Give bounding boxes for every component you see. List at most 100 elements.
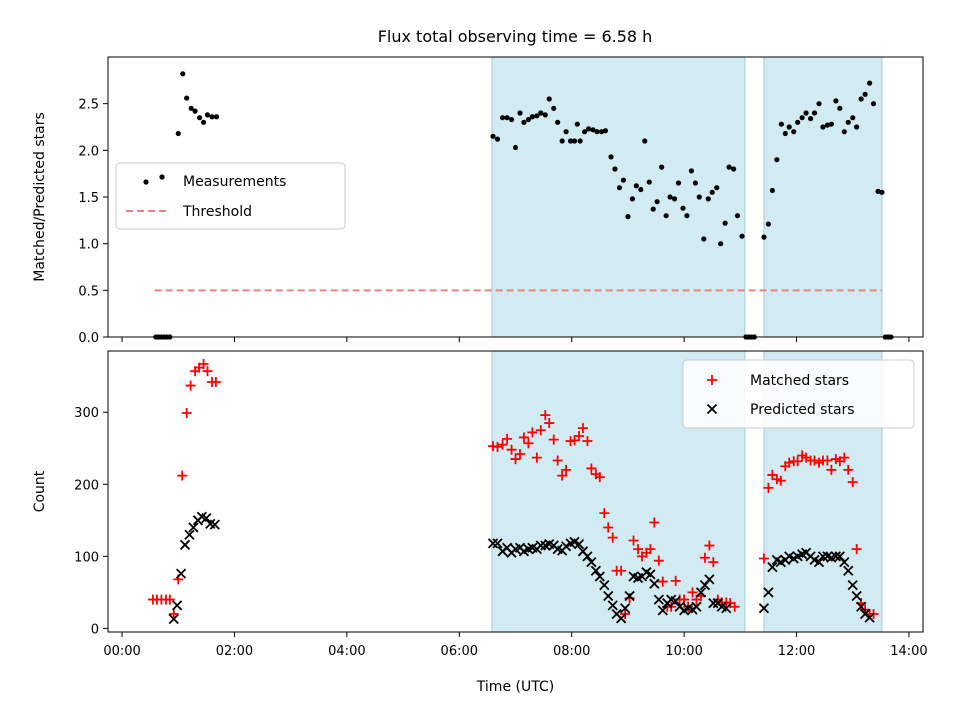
predicted-star-point <box>695 587 707 598</box>
matched-star-point <box>822 455 833 466</box>
measurement-point <box>786 124 792 130</box>
matched-star-point <box>784 457 795 468</box>
matched-star-point <box>577 423 588 434</box>
matched-star-point <box>687 587 698 598</box>
measurement-point <box>845 119 851 125</box>
measurement-point <box>629 196 636 202</box>
matched-star-point <box>540 410 551 421</box>
measurement-point <box>499 115 506 121</box>
measurement-point <box>559 138 565 144</box>
matched-star-point <box>839 452 850 463</box>
series-measurements <box>153 71 894 340</box>
matched-star-point <box>767 469 778 480</box>
measurement-point <box>625 214 631 220</box>
measurement-point <box>642 138 648 144</box>
measurement-point <box>538 110 544 116</box>
matched-star-point <box>574 431 585 442</box>
predicted-star-point <box>721 603 732 614</box>
matched-star-point <box>792 456 803 467</box>
top-panel: 0.0 0.5 1.0 1.5 2.0 2.5 Matched/Predicted star… <box>32 56 924 346</box>
measurement-point <box>200 119 207 125</box>
measurement-point <box>612 166 618 172</box>
measurement-point <box>765 221 772 227</box>
matched-star-point <box>586 463 597 474</box>
measurement-point <box>620 177 627 183</box>
measurement-point <box>598 129 605 135</box>
measurement-point <box>650 206 656 212</box>
chart-title: Flux total observing time = 6.58 h <box>378 27 653 46</box>
predicted-star-point <box>603 590 614 602</box>
measurement-point <box>671 196 678 202</box>
predicted-star-point <box>619 603 631 614</box>
predicted-star-point <box>691 601 702 612</box>
matched-star-point <box>607 532 618 543</box>
y-tick-label: 1.0 <box>78 238 99 253</box>
measurement-point <box>726 164 732 170</box>
measurement-point <box>209 114 215 120</box>
predicted-star-point <box>188 522 199 533</box>
y-tick-label: 300 <box>74 406 99 421</box>
measurement-point <box>692 180 698 186</box>
y-tick-label: 0.0 <box>78 331 99 346</box>
measurement-point <box>180 71 186 77</box>
measurement-point <box>534 113 540 119</box>
measurement-point <box>730 166 737 172</box>
predicted-star-point <box>847 580 858 591</box>
measurement-point <box>494 136 501 142</box>
legend: Matched stars Predicted stars <box>682 359 915 429</box>
predicted-star-point <box>590 565 602 576</box>
measurement-point <box>833 98 839 104</box>
measurement-point <box>551 105 557 111</box>
predicted-star-point <box>758 603 770 614</box>
matched-star-point <box>177 470 188 481</box>
matched-star-point <box>518 432 529 443</box>
measurement-point <box>769 187 775 194</box>
predicted-star-point <box>864 612 875 623</box>
measurement-point <box>616 185 623 191</box>
matched-star-point <box>649 517 660 528</box>
predicted-star-point <box>839 556 850 568</box>
measurement-point <box>778 121 784 127</box>
predicted-star-point <box>487 538 499 549</box>
y-axis-label: Matched/Predicted stars <box>32 112 48 282</box>
predicted-star-point <box>856 601 867 612</box>
measurement-point <box>837 105 843 111</box>
matched-star-point <box>527 427 538 438</box>
predicted-star-point <box>492 538 503 549</box>
measurement-point <box>820 124 826 130</box>
predicted-star-point <box>599 580 610 591</box>
measurement-point <box>608 154 614 160</box>
measurement-point <box>761 234 767 240</box>
measurement-point <box>841 129 847 135</box>
bottom-panel: 00:00 02:00 04:00 06:00 08:00 10:00 12:00 14:00… <box>32 350 928 695</box>
measurement-point <box>213 114 220 120</box>
measurement-point <box>663 213 669 219</box>
measurement-point <box>577 138 583 144</box>
measurement-point <box>709 189 715 195</box>
predicted-star-point <box>179 539 191 550</box>
predicted-star-point <box>586 556 597 568</box>
matched-star-point <box>616 565 627 576</box>
matched-star-point <box>552 455 563 466</box>
matched-star-point <box>569 435 580 446</box>
matched-star-point <box>168 608 179 619</box>
legend-marker-predicted <box>706 403 718 415</box>
matched-star-point <box>670 575 681 586</box>
matched-star-point <box>548 434 559 445</box>
measurement-point <box>525 116 532 123</box>
measurement-point <box>739 233 745 239</box>
measurement-point <box>667 194 673 200</box>
legend-label-measurements: Measurements <box>183 174 286 190</box>
measurement-point <box>824 122 831 128</box>
matched-star-point <box>699 552 710 563</box>
measurement-point <box>811 110 818 116</box>
measurement-point <box>204 112 211 118</box>
y-tick-label: 2.0 <box>78 144 99 159</box>
predicted-star-point <box>168 613 179 625</box>
measurement-point <box>858 96 864 102</box>
predicted-star-point <box>607 600 618 611</box>
measurement-point <box>850 115 856 121</box>
legend-label-threshold: Threshold <box>182 204 252 220</box>
predicted-star-point <box>704 574 715 585</box>
